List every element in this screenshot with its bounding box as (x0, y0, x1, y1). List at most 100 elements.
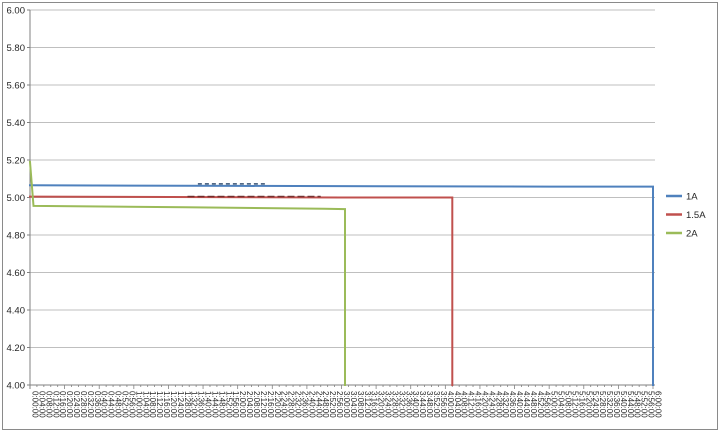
x-axis-tick-label: 3:20:00 (377, 391, 386, 418)
x-axis-tick-label: 4:12:00 (467, 391, 476, 418)
x-axis-tick-label: 1:12:00 (155, 391, 164, 418)
x-axis-tick-label: 3:12:00 (363, 391, 372, 418)
x-axis-tick-label: 5:48:00 (633, 391, 642, 418)
x-axis-tick-label: 3:08:00 (356, 391, 365, 418)
x-axis-tick-label: 4:00:00 (446, 391, 455, 418)
x-axis-tick-label: 4:56:00 (543, 391, 552, 418)
x-axis-tick-label: 2:36:00 (300, 391, 309, 418)
x-axis-tick-label: 5:28:00 (598, 391, 607, 418)
x-axis-tick-label: 0:52:00 (120, 391, 129, 418)
legend-label-1a: 1A (686, 192, 698, 203)
x-axis-tick-label: 0:20:00 (65, 391, 74, 418)
x-axis-tick-label: 2:00:00 (238, 391, 247, 418)
x-axis-tick-label: 1:20:00 (169, 391, 178, 418)
x-axis-tick-label: 3:04:00 (349, 391, 358, 418)
x-axis-tick-label: 4:16:00 (474, 391, 483, 418)
x-axis-tick-label: 5:40:00 (619, 391, 628, 418)
x-axis-tick-label: 0:40:00 (100, 391, 109, 418)
x-axis-tick-label: 3:56:00 (439, 391, 448, 418)
x-axis-tick-label: 2:44:00 (314, 391, 323, 418)
x-axis-tick-label: 3:48:00 (425, 391, 434, 418)
legend-entry-1a[interactable]: 1A (666, 192, 698, 203)
legend-label-2a: 2A (686, 229, 698, 240)
x-axis-tick-label: 1:44:00 (210, 391, 219, 418)
x-axis-tick-label: 4:52:00 (536, 391, 545, 418)
series-line-2a[interactable] (28, 160, 346, 386)
x-axis-tick-label: 0:12:00 (51, 391, 60, 418)
x-axis-tick-label: 2:48:00 (321, 391, 330, 418)
x-axis-tick-label: 1:28:00 (183, 391, 192, 418)
y-axis-tick-label: 6.00 (7, 6, 26, 17)
x-axis-tick-label: 1:40:00 (204, 391, 213, 418)
x-axis-tick-label: 2:24:00 (280, 391, 289, 418)
x-axis-tick-label: 1:36:00 (197, 391, 206, 418)
x-axis-tick-label: 3:40:00 (411, 391, 420, 418)
x-axis-tick-label: 0:08:00 (44, 391, 53, 418)
y-axis-tick-label: 4.60 (7, 268, 26, 279)
x-axis-tick-label: 4:24:00 (487, 391, 496, 418)
x-axis-tick-label: 0:48:00 (114, 391, 123, 418)
x-axis-tick-label: 0:32:00 (86, 391, 95, 418)
x-axis-tick-label: 5:16:00 (577, 391, 586, 418)
x-axis-tick-label: 5:36:00 (612, 391, 621, 418)
x-axis-tick-label: 1:56:00 (231, 391, 240, 418)
x-axis-tick-label: 3:00:00 (342, 391, 351, 418)
x-axis-tick-label: 5:44:00 (626, 391, 635, 418)
y-axis-tick-label: 4.40 (7, 306, 26, 317)
x-axis-tick-label: 2:08:00 (252, 391, 261, 418)
x-axis-tick-label: 3:36:00 (404, 391, 413, 418)
x-axis-tick-label: 0:00:00 (31, 391, 40, 418)
x-axis-tick-label: 4:36:00 (508, 391, 517, 418)
x-axis-tick-label: 5:20:00 (584, 391, 593, 418)
x-axis-tick-label: 4:08:00 (460, 391, 469, 418)
x-axis-tick-label: 5:08:00 (564, 391, 573, 418)
x-axis-tick-label: 5:56:00 (647, 391, 656, 418)
x-axis-tick-label: 5:52:00 (640, 391, 649, 418)
x-axis-tick-label: 2:20:00 (273, 391, 282, 418)
series-line-1-5a[interactable] (28, 195, 454, 386)
x-axis-tick-label: 1:08:00 (148, 391, 157, 418)
x-axis-tick-label: 1:16:00 (162, 391, 171, 418)
y-axis-tick-label: 4.00 (7, 381, 26, 392)
x-axis-tick-label: 0:36:00 (93, 391, 102, 418)
x-axis-tick-label: 1:52:00 (224, 391, 233, 418)
x-axis-tick-label: 2:04:00 (245, 391, 254, 418)
x-axis-tick-label: 2:28:00 (287, 391, 296, 418)
x-axis-tick-label: 1:48:00 (217, 391, 226, 418)
x-axis-tick-label: 0:16:00 (58, 391, 67, 418)
x-axis-tick-label: 1:00:00 (134, 391, 143, 418)
x-axis-tick-label: 2:12:00 (259, 391, 268, 418)
y-axis-tick-label: 5.00 (7, 193, 26, 204)
x-axis-tick-label: 1:04:00 (141, 391, 150, 418)
x-axis-tick-label: 6:00:00 (654, 391, 663, 418)
x-axis-tick-label: 2:16:00 (266, 391, 275, 418)
x-axis-tick-label: 0:56:00 (127, 391, 136, 418)
y-axis-tick-label: 4.20 (7, 343, 26, 354)
x-axis-tick-label: 5:00:00 (550, 391, 559, 418)
x-axis-tick-label: 3:28:00 (390, 391, 399, 418)
x-axis-tick-label: 5:04:00 (557, 391, 566, 418)
y-axis-tick-label: 5.20 (7, 156, 26, 167)
x-axis-tick-label: 4:40:00 (515, 391, 524, 418)
x-axis-tick-label: 4:44:00 (522, 391, 531, 418)
legend-entry-1-5a[interactable]: 1.5A (666, 210, 706, 221)
y-axis-tick-label: 4.80 (7, 231, 26, 242)
series-line-1a[interactable] (28, 184, 654, 386)
x-axis-tick-label: 1:32:00 (190, 391, 199, 418)
y-axis-tick-label: 5.80 (7, 43, 26, 54)
legend-entry-2a[interactable]: 2A (666, 229, 698, 240)
x-axis-tick-label: 2:32:00 (294, 391, 303, 418)
x-axis-tick-label: 5:32:00 (605, 391, 614, 418)
x-axis-tick-label: 0:44:00 (107, 391, 116, 418)
x-axis-tick-label: 3:44:00 (418, 391, 427, 418)
x-axis-tick-label: 4:48:00 (529, 391, 538, 418)
x-axis-tick-label: 1:24:00 (176, 391, 185, 418)
x-axis-tick-label: 2:56:00 (335, 391, 344, 418)
x-axis-tick-label: 4:04:00 (453, 391, 462, 418)
x-axis-tick-label: 0:04:00 (37, 391, 46, 418)
x-axis-tick-label: 3:32:00 (397, 391, 406, 418)
y-axis-tick-label: 5.40 (7, 118, 26, 129)
x-axis-tick-label: 2:52:00 (328, 391, 337, 418)
